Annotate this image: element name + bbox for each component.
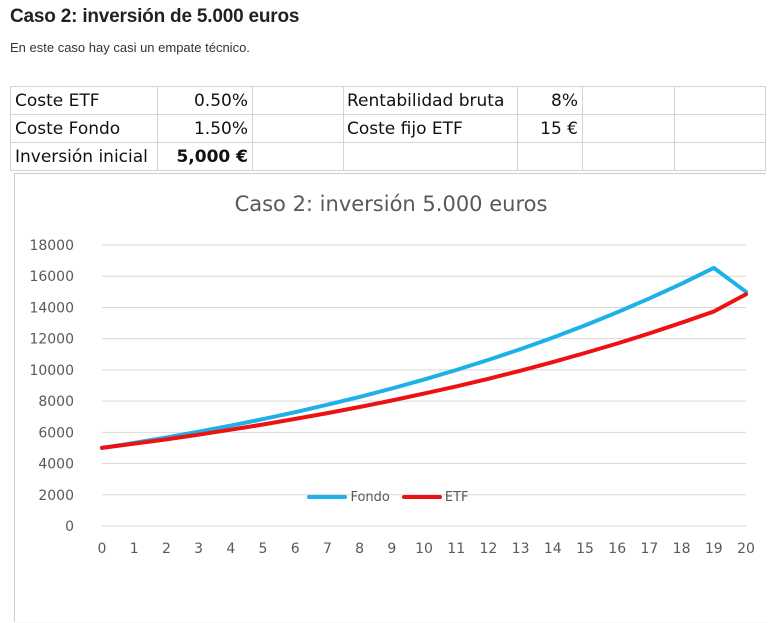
x-tick-label: 15 xyxy=(576,541,594,557)
y-tick-label: 14000 xyxy=(29,300,74,316)
cell-inversion-value[interactable]: 5,000 € xyxy=(176,147,248,167)
grid-line xyxy=(10,170,766,171)
y-tick-label: 2000 xyxy=(38,488,74,504)
y-tick-label: 4000 xyxy=(38,457,74,473)
x-tick-label: 2 xyxy=(162,541,171,557)
x-tick-label: 11 xyxy=(447,541,465,557)
y-tick-label: 18000 xyxy=(29,238,74,254)
legend-label: Fondo xyxy=(350,489,390,505)
grid-line xyxy=(157,87,158,171)
x-tick-label: 4 xyxy=(226,541,235,557)
grid-line xyxy=(343,87,344,171)
x-tick-label: 1 xyxy=(130,541,139,557)
x-tick-label: 17 xyxy=(640,541,658,557)
y-tick-label: 12000 xyxy=(29,332,74,348)
legend-swatch xyxy=(307,495,348,499)
x-tick-label: 7 xyxy=(323,541,332,557)
y-tick-label: 6000 xyxy=(38,425,74,441)
x-tick-label: 19 xyxy=(705,541,723,557)
series-line-etf xyxy=(100,292,748,450)
cell-coste-etf-label[interactable]: Coste ETF xyxy=(15,91,100,111)
cell-rentabilidad-label[interactable]: Rentabilidad bruta xyxy=(347,91,505,111)
line-chart[interactable]: Caso 2: inversión 5.000 euros 0 2000 4000 6… xyxy=(14,173,766,622)
cell-coste-fondo-value[interactable]: 1.50% xyxy=(193,119,248,139)
x-tick-label: 8 xyxy=(355,541,364,557)
cell-coste-fijo-label[interactable]: Coste fijo ETF xyxy=(347,119,463,139)
x-tick-label: 10 xyxy=(415,541,433,557)
grid-line xyxy=(10,87,11,171)
y-tick-label: 8000 xyxy=(38,394,74,410)
legend-item-fondo: Fondo xyxy=(307,489,390,505)
x-tick-label: 5 xyxy=(259,541,268,557)
grid-line xyxy=(517,87,518,171)
x-tick-label: 3 xyxy=(194,541,203,557)
x-tick-label: 14 xyxy=(544,541,562,557)
x-tick-label: 0 xyxy=(98,541,107,557)
cell-rentabilidad-value[interactable]: 8% xyxy=(551,91,578,111)
cell-inversion-label[interactable]: Inversión inicial xyxy=(15,147,148,167)
y-tick-label: 16000 xyxy=(29,269,74,285)
grid-line xyxy=(765,87,766,171)
x-tick-label: 16 xyxy=(608,541,626,557)
legend-swatch xyxy=(401,495,442,499)
grid-line xyxy=(252,87,253,171)
article-title: Caso 2: inversión de 5.000 euros xyxy=(10,6,300,27)
chart-legend: Fondo ETF xyxy=(0,488,776,505)
cell-coste-etf-value[interactable]: 0.50% xyxy=(193,91,248,111)
series-line-fondo xyxy=(100,265,748,450)
chart-title: Caso 2: inversión 5.000 euros xyxy=(234,192,548,216)
x-tick-label: 18 xyxy=(673,541,691,557)
x-tick-label: 6 xyxy=(291,541,300,557)
legend-item-etf: ETF xyxy=(401,489,469,505)
grid-line xyxy=(10,114,766,115)
article-subtitle: En este caso hay casi un empate técnico. xyxy=(10,40,250,55)
grid-line xyxy=(10,142,766,143)
chart-plot: 0200040006000800010000120001400016000180… xyxy=(29,238,755,557)
grid-line xyxy=(674,87,675,171)
cell-coste-fondo-label[interactable]: Coste Fondo xyxy=(15,119,121,139)
cell-coste-fijo-value[interactable]: 15 € xyxy=(540,119,578,139)
x-tick-label: 9 xyxy=(387,541,396,557)
legend-label: ETF xyxy=(444,489,469,505)
x-tick-label: 13 xyxy=(512,541,530,557)
grid-line xyxy=(582,87,583,171)
y-tick-label: 10000 xyxy=(29,363,74,379)
y-tick-label: 0 xyxy=(65,519,74,535)
x-tick-label: 20 xyxy=(737,541,755,557)
x-tick-label: 12 xyxy=(479,541,497,557)
spreadsheet: Coste ETF 0.50% Rentabilidad bruta 8% Co… xyxy=(10,86,766,623)
